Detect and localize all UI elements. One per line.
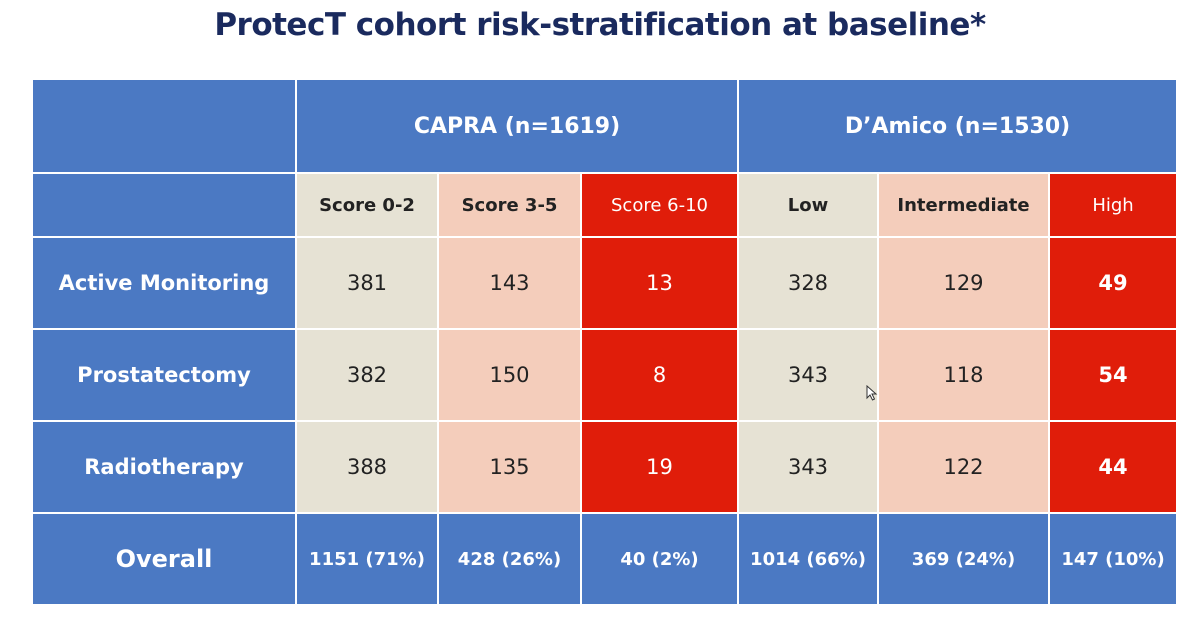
table-cell: 122 bbox=[877, 420, 1050, 514]
table-row: Radiotherapy 388 135 19 343 122 44 bbox=[31, 420, 1179, 514]
subheader-capra-low: Score 0-2 bbox=[295, 172, 439, 238]
overall-cell: 369 (24%) bbox=[877, 512, 1050, 606]
overall-cell: 1014 (66%) bbox=[737, 512, 879, 606]
table-cell: 44 bbox=[1047, 420, 1179, 514]
table-cell: 135 bbox=[437, 420, 582, 514]
row-label-prostatectomy: Prostatectomy bbox=[31, 328, 297, 422]
table-cell: 19 bbox=[580, 420, 739, 514]
table-row: Active Monitoring 381 143 13 328 129 49 bbox=[31, 236, 1179, 330]
subheader-capra-mid: Score 3-5 bbox=[437, 172, 582, 238]
table-cell: 54 bbox=[1047, 328, 1179, 422]
subheader-damico-low: Low bbox=[737, 172, 879, 238]
subheader-damico-intermediate: Intermediate bbox=[877, 172, 1050, 238]
overall-cell: 428 (26%) bbox=[437, 512, 582, 606]
table-cell: 343 bbox=[737, 420, 879, 514]
row-label-overall: Overall bbox=[31, 512, 297, 606]
table-cell: 388 bbox=[295, 420, 439, 514]
table-cell: 129 bbox=[877, 236, 1050, 330]
mouse-pointer-icon bbox=[866, 385, 878, 401]
table-cell: 118 bbox=[877, 328, 1050, 422]
table-cell: 49 bbox=[1047, 236, 1179, 330]
table-cell: 381 bbox=[295, 236, 439, 330]
table-cell: 13 bbox=[580, 236, 739, 330]
subheader-capra-high: Score 6-10 bbox=[580, 172, 739, 238]
table-cell: 8 bbox=[580, 328, 739, 422]
subheader-corner-cell bbox=[31, 172, 297, 238]
capra-group-header: CAPRA (n=1619) bbox=[295, 78, 739, 174]
table-row: Prostatectomy 382 150 8 343 118 54 bbox=[31, 328, 1179, 422]
subheader-row: Score 0-2 Score 3-5 Score 6-10 Low Inter… bbox=[31, 172, 1179, 238]
corner-cell bbox=[31, 78, 297, 174]
table-cell: 150 bbox=[437, 328, 582, 422]
overall-cell: 147 (10%) bbox=[1047, 512, 1179, 606]
table-cell: 143 bbox=[437, 236, 582, 330]
subheader-damico-high: High bbox=[1047, 172, 1179, 238]
overall-row: Overall 1151 (71%) 428 (26%) 40 (2%) 101… bbox=[31, 512, 1179, 606]
row-label-radiotherapy: Radiotherapy bbox=[31, 420, 297, 514]
overall-cell: 1151 (71%) bbox=[295, 512, 439, 606]
damico-group-header: D’Amico (n=1530) bbox=[736, 78, 1179, 174]
group-header-row: CAPRA (n=1619) D’Amico (n=1530) bbox=[31, 78, 1179, 174]
slide-title: ProtecT cohort risk-stratification at ba… bbox=[214, 7, 986, 43]
table-cell: 328 bbox=[737, 236, 879, 330]
table-cell: 382 bbox=[295, 328, 439, 422]
table-cell: 343 bbox=[737, 328, 879, 422]
risk-stratification-table: CAPRA (n=1619) D’Amico (n=1530) Score 0-… bbox=[31, 78, 1179, 606]
row-label-active-monitoring: Active Monitoring bbox=[31, 236, 297, 330]
overall-cell: 40 (2%) bbox=[580, 512, 739, 606]
